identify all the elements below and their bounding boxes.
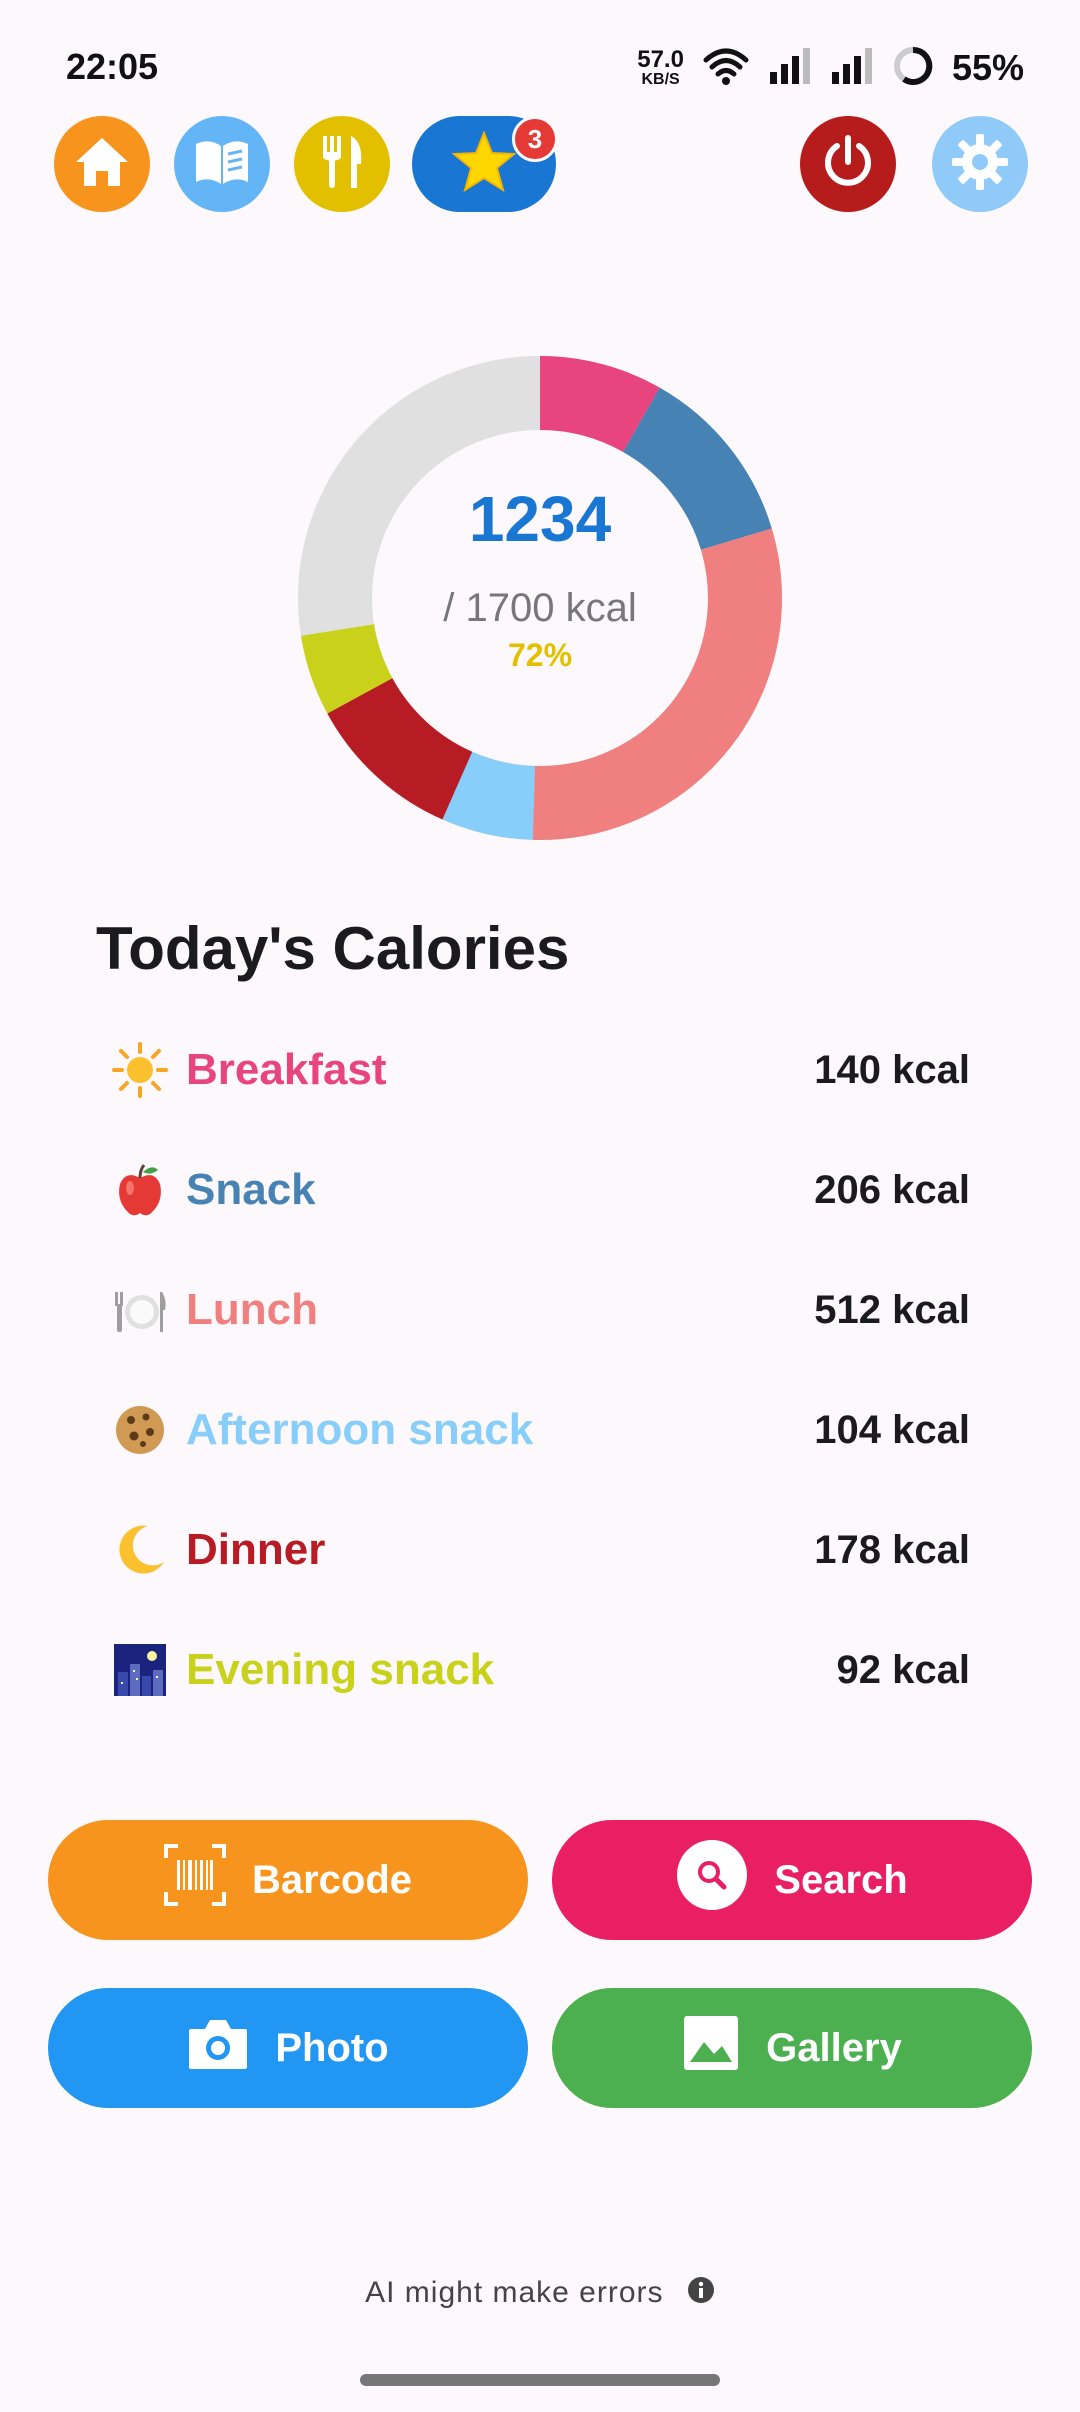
star-icon: [451, 129, 517, 198]
goal-percent: 72%: [507, 637, 573, 673]
ai-disclaimer-text: AI might make errors: [365, 2276, 664, 2309]
moon-icon: [108, 1518, 172, 1582]
donut-segment-lunch: [298, 356, 782, 840]
top-nav: 3: [0, 116, 1080, 216]
book-icon: [192, 138, 252, 191]
search-label: Search: [774, 1857, 908, 1902]
donut-svg: [298, 356, 782, 840]
barcode-scan-icon: [163, 1844, 226, 1916]
photo-button[interactable]: Photo: [48, 1988, 528, 2108]
meal-kcal: 206 kcal: [814, 1167, 970, 1212]
meal-list: Breakfast 140 kcal Snack 206 kcal: [96, 1010, 970, 1730]
power-icon: [820, 134, 876, 195]
barcode-label: Barcode: [251, 1857, 413, 1902]
search-icon: [676, 1839, 748, 1921]
meal-row-breakfast[interactable]: Breakfast 140 kcal: [96, 1010, 970, 1130]
home-button[interactable]: [54, 116, 150, 212]
barcode-button[interactable]: Barcode: [48, 1820, 528, 1940]
meal-kcal: 140 kcal: [814, 1047, 970, 1092]
meal-name: Dinner: [186, 1525, 326, 1574]
meal-row-evening-snack[interactable]: Evening snack 92 kcal: [96, 1610, 970, 1730]
meal-name: Lunch: [186, 1285, 318, 1334]
status-bar: 22:05 57.0 KB/S: [0, 0, 1080, 120]
meal-name: Breakfast: [186, 1045, 387, 1094]
settings-icon: [950, 132, 1010, 197]
plate-icon: [108, 1278, 172, 1342]
meal-kcal: 512 kcal: [814, 1287, 970, 1332]
cookie-icon: [108, 1398, 172, 1462]
info-icon[interactable]: [687, 2276, 715, 2312]
status-icons: 57.0 KB/S: [637, 44, 1024, 92]
section-title: Today's Calories: [96, 915, 570, 982]
camera-icon: [187, 2015, 249, 2081]
power-button[interactable]: [800, 116, 896, 212]
meal-name: Evening snack: [186, 1645, 495, 1694]
network-speed-unit: KB/S: [641, 71, 680, 88]
image-icon: [682, 2014, 740, 2082]
meal-row-lunch[interactable]: Lunch 512 kcal: [96, 1250, 970, 1370]
meal-row-snack[interactable]: Snack 206 kcal: [96, 1130, 970, 1250]
home-indicator[interactable]: [360, 2374, 720, 2386]
meal-kcal: 104 kcal: [814, 1407, 970, 1452]
meal-row-dinner[interactable]: Dinner 178 kcal: [96, 1490, 970, 1610]
consumed-calories: 1234: [468, 483, 612, 555]
signal-icon-2: [830, 47, 874, 89]
search-button[interactable]: Search: [552, 1820, 1032, 1940]
donut-segment-breakfast: [298, 356, 782, 840]
diary-button[interactable]: [174, 116, 270, 212]
settings-button[interactable]: [932, 116, 1028, 212]
meal-kcal: 178 kcal: [814, 1527, 970, 1572]
donut-center: 1234 / 1700 kcal 72%: [298, 356, 782, 840]
meal-name: Afternoon snack: [186, 1405, 534, 1454]
meal-name: Snack: [186, 1165, 316, 1214]
photo-label: Photo: [275, 2025, 389, 2070]
gallery-button[interactable]: Gallery: [552, 1988, 1032, 2108]
battery-ring-icon: [892, 45, 934, 92]
notification-badge: 3: [512, 116, 558, 162]
gallery-label: Gallery: [766, 2025, 902, 2070]
network-speed: 57.0 KB/S: [637, 48, 684, 88]
sun-icon: [108, 1038, 172, 1102]
ai-disclaimer: AI might make errors: [0, 2276, 1080, 2312]
calorie-goal: / 1700 kcal: [443, 586, 637, 630]
meal-row-afternoon-snack[interactable]: Afternoon snack 104 kcal: [96, 1370, 970, 1490]
calorie-donut-chart: 1234 / 1700 kcal 72%: [298, 356, 782, 840]
meal-kcal: 92 kcal: [836, 1647, 970, 1692]
network-speed-value: 57.0: [637, 46, 684, 73]
signal-icon: [768, 47, 812, 89]
cutlery-icon: [317, 134, 367, 195]
battery-percent: 55%: [951, 47, 1024, 88]
status-time: 22:05: [66, 46, 159, 87]
favorites-button[interactable]: 3: [412, 116, 558, 212]
home-icon: [73, 135, 131, 194]
food-button[interactable]: [294, 116, 390, 212]
night-city-icon: [108, 1638, 172, 1702]
wifi-icon: [702, 46, 750, 91]
apple-icon: [108, 1158, 172, 1222]
